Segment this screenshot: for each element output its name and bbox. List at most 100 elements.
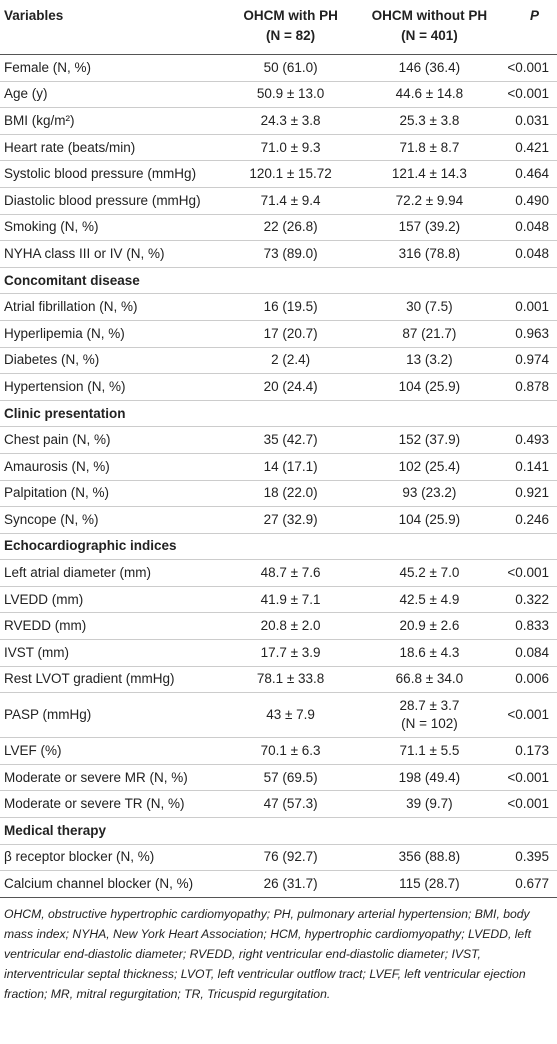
cell: 39 (9.7) [355, 790, 504, 819]
cell: <0.001 [503, 790, 557, 819]
cell: IVST (mm) [0, 639, 226, 667]
cell: Diastolic blood pressure (mmHg) [0, 187, 226, 215]
table-row: Heart rate (beats/min) 71.0 ± 9.3 71.8 ± 8… [0, 134, 557, 162]
cell: BMI (kg/m²) [0, 107, 226, 135]
table-row: Atrial fibrillation (N, %) 16 (19.5) 30 (7… [0, 293, 557, 321]
cell: Heart rate (beats/min) [0, 134, 226, 162]
cell: 18 (22.0) [225, 480, 356, 508]
cell: <0.001 [503, 764, 557, 792]
cell: 20.8 ± 2.0 [225, 612, 356, 641]
cell: 73 (89.0) [225, 240, 356, 268]
table-row: Female (N, %) 50 (61.0) 146 (36.4) <0.001 [0, 54, 557, 82]
header-cell: P [503, 0, 557, 55]
cell: 27 (32.9) [225, 506, 356, 534]
cell: 22 (26.8) [225, 214, 356, 242]
cell: RVEDD (mm) [0, 612, 226, 641]
cell: Smoking (N, %) [0, 214, 226, 242]
table-row: Left atrial diameter (mm) 48.7 ± 7.6 45.2 … [0, 559, 557, 587]
cell: 20.9 ± 2.6 [355, 612, 504, 641]
cell: 0.246 [503, 506, 557, 534]
cell: 0.322 [503, 586, 557, 614]
cell: Age (y) [0, 81, 226, 109]
header-cell: OHCM without PH (N = 401) [355, 0, 504, 55]
cell: <0.001 [503, 54, 557, 82]
table-row: Diabetes (N, %) 2 (2.4) 13 (3.2) 0.974 [0, 347, 557, 375]
cell: 0.464 [503, 160, 557, 188]
cell: 146 (36.4) [355, 54, 504, 82]
cell: 17.7 ± 3.9 [225, 639, 356, 667]
section-heading: Medical therapy [0, 817, 557, 845]
cell: 93 (23.2) [355, 480, 504, 508]
table-row: LVEDD (mm) 41.9 ± 7.1 42.5 ± 4.9 0.322 [0, 586, 557, 614]
cell: 70.1 ± 6.3 [225, 737, 356, 765]
section-heading: Clinic presentation [0, 400, 557, 428]
cell: 102 (25.4) [355, 453, 504, 481]
cell: 71.1 ± 5.5 [355, 737, 504, 765]
cell: Rest LVOT gradient (mmHg) [0, 666, 226, 694]
cell: Diabetes (N, %) [0, 347, 226, 375]
cell: 0.048 [503, 214, 557, 242]
table-row: Rest LVOT gradient (mmHg) 78.1 ± 33.8 66.8… [0, 666, 557, 694]
cell: 121.4 ± 14.3 [355, 160, 504, 188]
footnote: OHCM, obstructive hypertrophic cardiomyo… [4, 906, 531, 1001]
cell: 45.2 ± 7.0 [355, 559, 504, 587]
data-table: Variables OHCM with PH (N = 82) OHCM with… [0, 0, 557, 898]
table-row: NYHA class III or IV (N, %) 73 (89.0) 316 … [0, 240, 557, 268]
cell: 115 (28.7) [355, 870, 504, 898]
cell: 0.878 [503, 373, 557, 401]
cell: 316 (78.8) [355, 240, 504, 268]
table-row: Age (y) 50.9 ± 13.0 44.6 ± 14.8 <0.001 [0, 81, 557, 109]
cell: PASP (mmHg) [0, 692, 226, 739]
cell: 0.421 [503, 134, 557, 162]
cell: Chest pain (N, %) [0, 426, 226, 454]
cell: 2 (2.4) [225, 347, 356, 375]
table-row: Clinic presentation [0, 400, 557, 428]
cell: Hyperlipemia (N, %) [0, 320, 226, 348]
cell: 0.493 [503, 426, 557, 454]
table-row: Hypertension (N, %) 20 (24.4) 104 (25.9) 0.… [0, 373, 557, 401]
cell: 35 (42.7) [225, 426, 356, 454]
cell: 30 (7.5) [355, 293, 504, 321]
cell: 0.921 [503, 480, 557, 508]
cell: 87 (21.7) [355, 320, 504, 348]
cell: β receptor blocker (N, %) [0, 844, 226, 872]
table-row: BMI (kg/m²) 24.3 ± 3.8 25.3 ± 3.8 0.031 [0, 107, 557, 135]
table-row: Moderate or severe MR (N, %) 57 (69.5) 198… [0, 764, 557, 792]
cell: 0.974 [503, 347, 557, 375]
table-row: Concomitant disease [0, 267, 557, 295]
cell: 57 (69.5) [225, 764, 356, 792]
table-head: Variables OHCM with PH (N = 82) OHCM with… [0, 0, 557, 55]
cell: 41.9 ± 7.1 [225, 586, 356, 614]
section-heading: Concomitant disease [0, 267, 557, 295]
cell: 66.8 ± 34.0 [355, 666, 504, 694]
cell: 28.7 ± 3.7 (N = 102) [355, 692, 504, 739]
cell: 0.833 [503, 612, 557, 641]
table-row: Smoking (N, %) 22 (26.8) 157 (39.2) 0.048 [0, 214, 557, 242]
cell: 198 (49.4) [355, 764, 504, 792]
table-body: Female (N, %) 50 (61.0) 146 (36.4) <0.001 Ag… [0, 54, 557, 898]
cell: 0.031 [503, 107, 557, 135]
cell: 157 (39.2) [355, 214, 504, 242]
cell: Systolic blood pressure (mmHg) [0, 160, 226, 188]
cell: 0.677 [503, 870, 557, 898]
table-row: Palpitation (N, %) 18 (22.0) 93 (23.2) 0.92… [0, 480, 557, 508]
table-row: IVST (mm) 17.7 ± 3.9 18.6 ± 4.3 0.084 [0, 639, 557, 667]
table-row: Chest pain (N, %) 35 (42.7) 152 (37.9) 0.49… [0, 426, 557, 454]
table-row: Echocardiographic indices [0, 533, 557, 561]
cell: LVEF (%) [0, 737, 226, 765]
cell: 71.4 ± 9.4 [225, 187, 356, 215]
cell: <0.001 [503, 692, 557, 739]
cell: Moderate or severe TR (N, %) [0, 790, 226, 819]
cell: 0.395 [503, 844, 557, 872]
cell: LVEDD (mm) [0, 586, 226, 614]
cell: 44.6 ± 14.8 [355, 81, 504, 109]
cell: 17 (20.7) [225, 320, 356, 348]
cell: 72.2 ± 9.94 [355, 187, 504, 215]
cell: 71.0 ± 9.3 [225, 134, 356, 162]
cell: Moderate or severe MR (N, %) [0, 764, 226, 792]
cell: 43 ± 7.9 [225, 692, 356, 739]
header-line: (N = 401) [401, 28, 458, 43]
cell: 26 (31.7) [225, 870, 356, 898]
cell: 47 (57.3) [225, 790, 356, 819]
table-row: Hyperlipemia (N, %) 17 (20.7) 87 (21.7) 0.9… [0, 320, 557, 348]
